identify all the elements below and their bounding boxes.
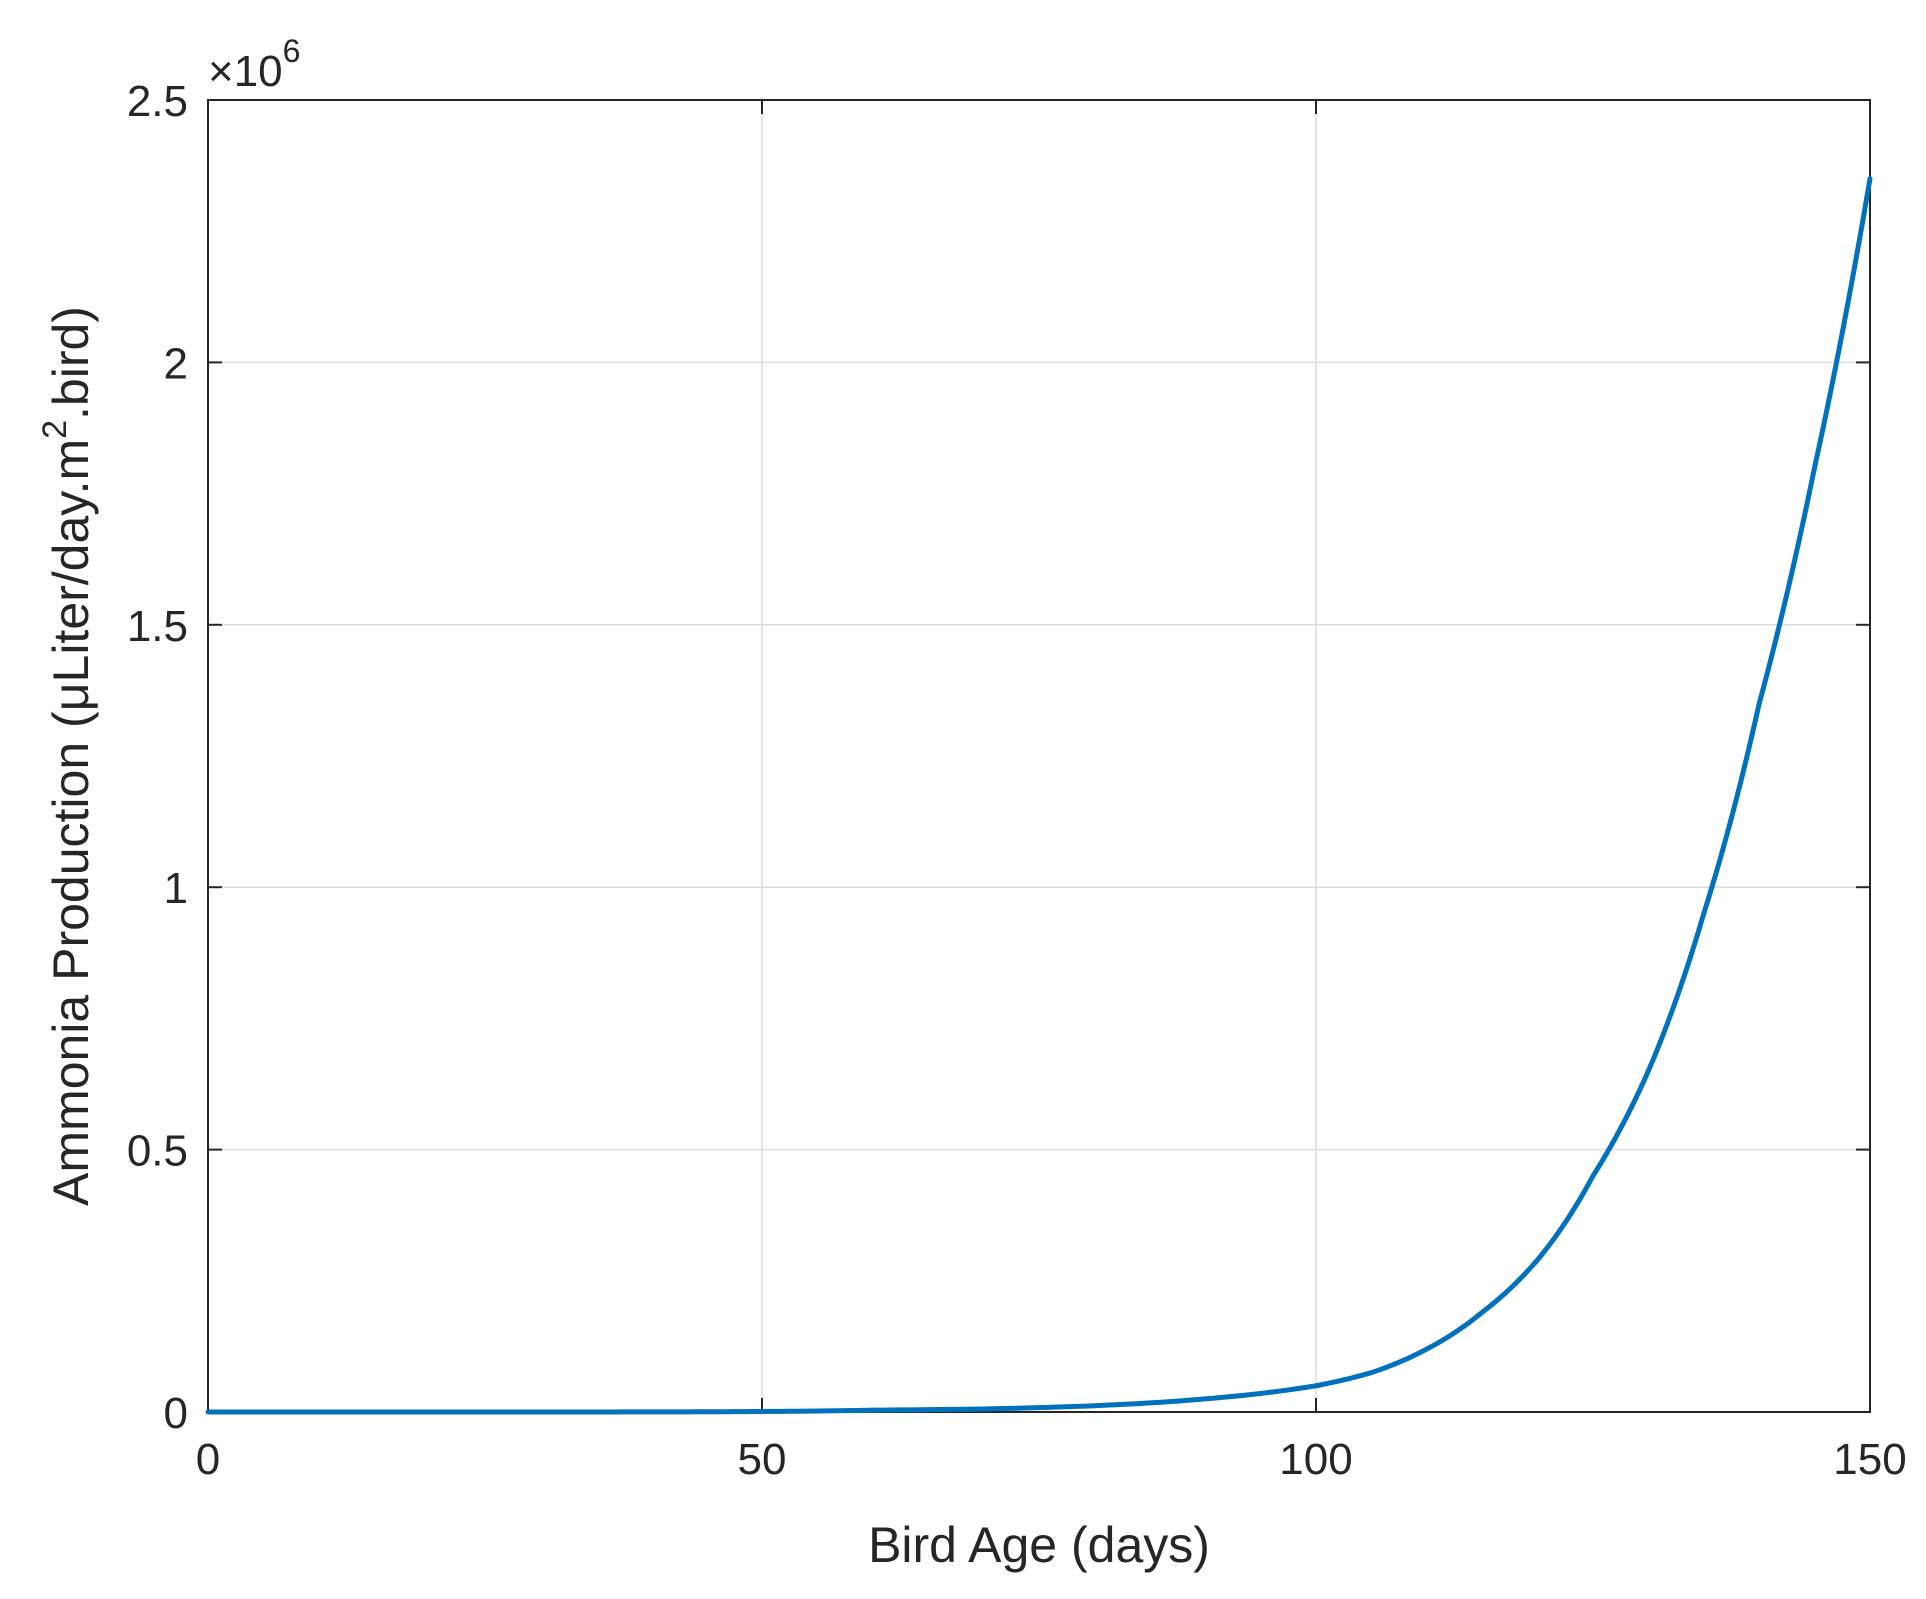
- x-tick-label: 0: [196, 1435, 220, 1484]
- plot-area-frame: [207, 99, 1871, 1413]
- y-tick-label: 1.5: [127, 602, 188, 651]
- y-tick-label: 2.5: [127, 77, 188, 126]
- y-axis-label-main: Ammonia Production (μLiter/day.m: [43, 439, 99, 1206]
- y-axis-label-superscript: 2: [36, 420, 74, 439]
- y-axis-exponent-prefix: ×10: [208, 47, 283, 96]
- y-tick-labels: 0 0.5 1 1.5 2 2.5: [127, 77, 188, 1438]
- x-tick-label: 50: [738, 1435, 787, 1484]
- x-tick-labels: 0 50 100 150: [196, 1435, 1907, 1484]
- y-tick-label: 0: [164, 1389, 188, 1438]
- x-tick-label: 150: [1833, 1435, 1906, 1484]
- grid-lines: [208, 100, 1870, 1412]
- y-axis-label-tail: .bird): [43, 306, 99, 420]
- x-tick-label: 100: [1279, 1435, 1352, 1484]
- series-line: [205, 176, 1873, 1415]
- y-tick-label: 2: [164, 339, 188, 388]
- y-axis-exponent: ×106: [208, 33, 300, 96]
- tick-marks: [207, 99, 1871, 1413]
- y-axis-label: Ammonia Production (μLiter/day.m2.bird): [36, 306, 99, 1206]
- y-tick-label: 1: [164, 864, 188, 913]
- series-layer: [205, 176, 1873, 1415]
- y-tick-label: 0.5: [127, 1127, 188, 1176]
- x-axis-label: Bird Age (days): [868, 1517, 1210, 1573]
- y-axis-exponent-power: 6: [283, 33, 301, 69]
